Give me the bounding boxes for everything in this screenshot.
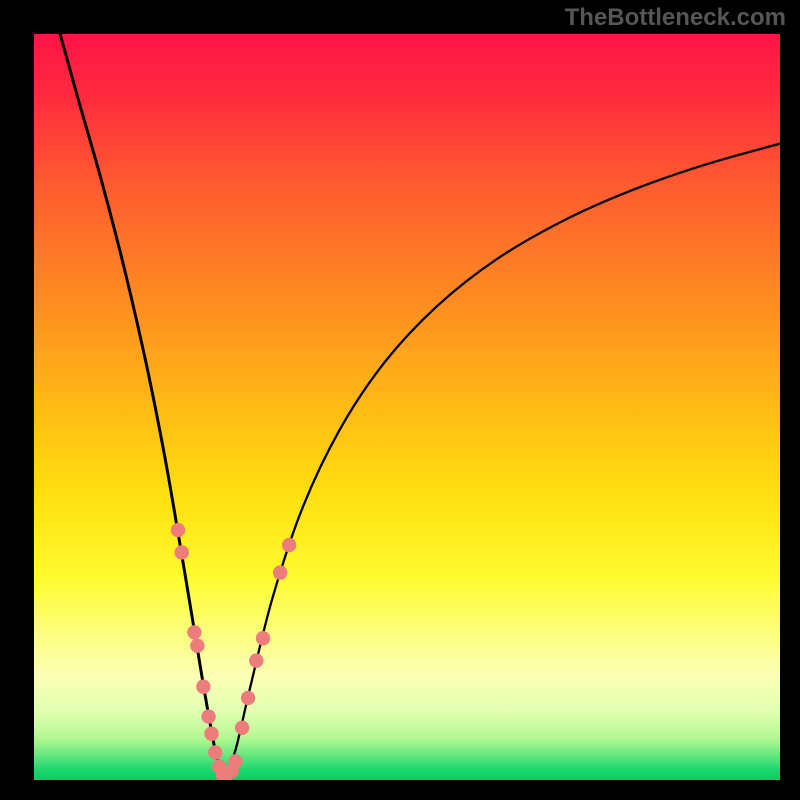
data-marker: [256, 631, 270, 645]
data-marker: [249, 653, 263, 667]
data-marker: [187, 625, 201, 639]
data-marker: [190, 639, 204, 653]
data-marker: [201, 709, 215, 723]
watermark-text: TheBottleneck.com: [565, 4, 786, 32]
data-marker: [204, 727, 218, 741]
data-marker: [235, 721, 249, 735]
data-marker: [241, 691, 255, 705]
bottleneck-curve-left: [60, 34, 224, 778]
data-marker: [175, 545, 189, 559]
plot-area: [34, 34, 780, 780]
chart-container: TheBottleneck.com: [0, 0, 800, 800]
data-marker: [282, 538, 296, 552]
data-marker: [171, 523, 185, 537]
curve-overlay: [34, 34, 780, 780]
data-marker: [196, 680, 210, 694]
data-markers: [171, 523, 297, 780]
data-marker: [228, 754, 242, 768]
data-marker: [273, 565, 287, 579]
data-marker: [208, 745, 222, 759]
bottleneck-curve-right: [224, 144, 780, 778]
